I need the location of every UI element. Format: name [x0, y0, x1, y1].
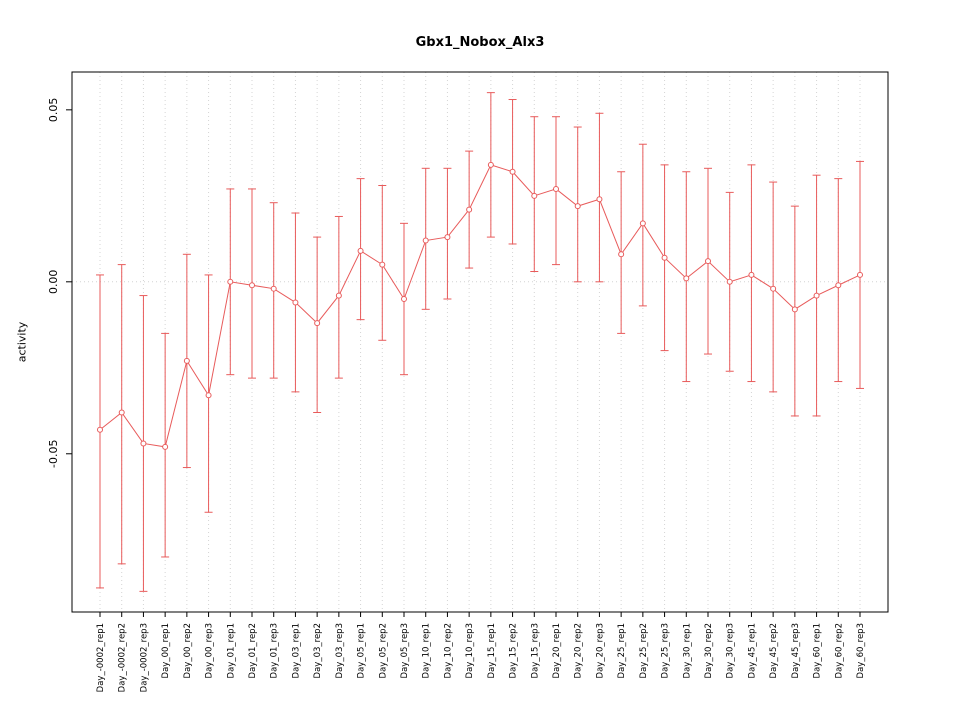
x-axis-tick-label: Day_20_rep3 [595, 623, 605, 678]
data-point [857, 271, 863, 278]
data-point [335, 292, 342, 299]
x-axis-tick-label: Day_45_rep1 [747, 623, 757, 678]
data-point [683, 275, 690, 282]
x-axis-tick-label: Day_05_rep3 [400, 623, 410, 678]
data-point [661, 254, 668, 261]
x-axis-tick-label: Day_60_rep3 [856, 623, 866, 678]
x-axis-tick-label: Day_30_rep1 [682, 623, 692, 678]
data-point [726, 278, 733, 285]
data-point [140, 440, 147, 447]
x-axis-tick-label: Day_45_rep2 [769, 623, 779, 678]
x-axis-tick-label: Day_-0002_rep2 [118, 623, 128, 692]
x-axis-tick-label: Day_03_rep3 [335, 623, 345, 678]
data-point [118, 409, 125, 416]
x-axis-tick-label: Day_03_rep2 [313, 623, 323, 678]
data-point [357, 247, 364, 254]
data-point [227, 278, 234, 285]
data-point [97, 426, 103, 433]
x-axis-tick-label: Day_20_rep2 [574, 623, 584, 678]
x-axis-tick-label: Day_15_rep3 [530, 623, 540, 678]
x-axis-tick-label: Day_10_rep3 [465, 623, 475, 678]
data-point [401, 296, 407, 303]
data-point [574, 203, 581, 210]
data-point [205, 392, 212, 399]
x-axis-tick-label: Day_30_rep2 [704, 623, 714, 678]
data-point [422, 237, 429, 244]
data-point [249, 282, 255, 289]
x-axis-tick-label: Day_00_rep1 [161, 623, 171, 678]
x-axis-tick-label: Day_01_rep3 [270, 623, 280, 678]
x-axis-tick-label: Day_01_rep2 [248, 623, 258, 678]
x-axis-tick-label: Day_15_rep2 [509, 623, 519, 678]
data-point [509, 168, 516, 175]
y-axis-tick-label: -0.05 [47, 440, 60, 468]
data-point [618, 251, 625, 258]
x-axis-tick-label: Day_45_rep3 [791, 623, 801, 678]
x-axis-tick-label: Day_10_rep2 [443, 623, 453, 678]
chart-title: Gbx1_Nobox_Alx3 [415, 35, 545, 50]
data-point [770, 285, 777, 292]
data-point [466, 206, 473, 213]
x-axis-tick-label: Day_10_rep1 [422, 623, 432, 678]
x-axis-tick-label: Day_60_rep2 [834, 623, 844, 678]
data-point [813, 292, 820, 299]
x-axis-tick-label: Day_60_rep1 [813, 623, 823, 678]
x-axis-tick-label: Day_-0002_rep3 [139, 623, 149, 692]
x-axis-tick-label: Day_03_rep1 [291, 623, 301, 678]
x-axis-tick-label: Day_15_rep1 [487, 623, 497, 678]
x-axis-tick-label: Day_05_rep2 [378, 623, 388, 678]
data-point [162, 443, 169, 450]
data-point [314, 320, 321, 327]
x-axis-tick-label: Day_25_rep1 [617, 623, 627, 678]
data-point [835, 282, 842, 289]
x-axis-tick-label: Day_25_rep2 [639, 623, 649, 678]
data-point [292, 299, 299, 306]
x-axis-tick-label: Day_05_rep1 [357, 623, 367, 678]
data-point [705, 258, 711, 265]
plot-border [71, 71, 889, 613]
data-point [379, 261, 386, 268]
series-line [99, 164, 861, 448]
data-point [553, 185, 559, 192]
x-axis-tick-label: Day_30_rep3 [726, 623, 736, 678]
data-point [270, 285, 277, 292]
data-point [444, 234, 451, 241]
x-axis-tick-label: Day_-0002_rep1 [96, 623, 106, 692]
y-axis-tick-label: 0.05 [47, 98, 60, 123]
x-axis-tick-label: Day_25_rep3 [661, 623, 671, 678]
data-point [791, 306, 798, 313]
x-axis-tick-label: Day_00_rep2 [183, 623, 193, 678]
data-point [531, 192, 538, 199]
data-point [748, 271, 755, 278]
x-axis-tick-label: Day_00_rep3 [205, 623, 215, 678]
data-point [596, 196, 603, 203]
data-point [639, 220, 646, 227]
data-point [487, 161, 494, 168]
data-point [183, 357, 190, 364]
x-axis-tick-label: Day_20_rep1 [552, 623, 562, 678]
y-axis-tick-label: 0.00 [47, 270, 60, 295]
x-axis-tick-label: Day_01_rep1 [226, 623, 236, 678]
